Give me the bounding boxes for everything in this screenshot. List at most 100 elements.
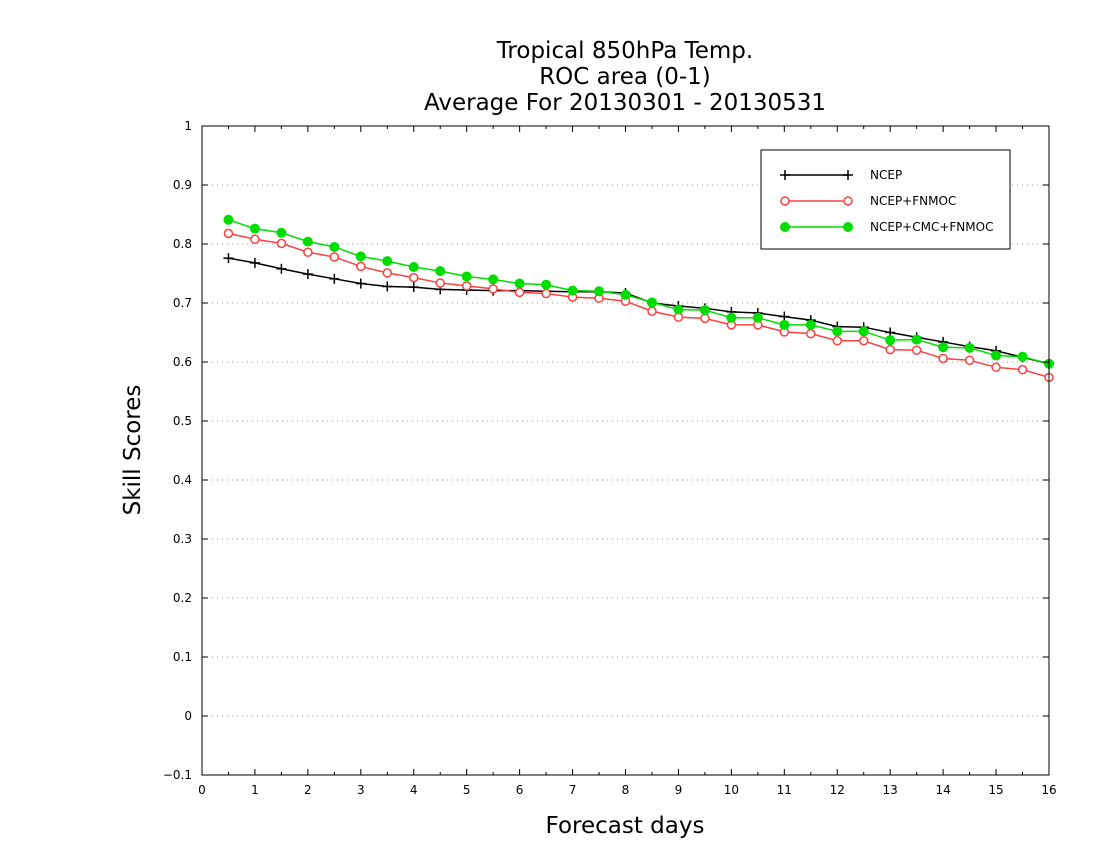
x-tick-label: 11 (777, 783, 792, 797)
data-point-ncep-fnmoc (806, 328, 816, 339)
data-point-ncep-fnmoc (700, 313, 710, 324)
x-tick-label: 15 (988, 783, 1003, 797)
data-point-ncep-cmc-fnmoc (885, 335, 896, 346)
data-point-ncep-fnmoc (329, 252, 340, 262)
legend-label-ncep-fnmoc: NCEP+FNMOC (870, 194, 956, 208)
y-axis-title: Skill Scores (120, 385, 146, 516)
y-tick-label: 0.9 (173, 178, 192, 192)
data-point-ncep-fnmoc (1017, 364, 1028, 375)
data-point-ncep-fnmoc (461, 281, 472, 291)
legend-label-ncep-cmc-fnmoc: NCEP+CMC+FNMOC (870, 220, 993, 234)
data-point-ncep-cmc-fnmoc (991, 350, 1002, 361)
x-tick-label: 7 (569, 783, 577, 797)
legend-marker-ncep (843, 170, 853, 180)
y-tick-label: 0.1 (173, 650, 192, 664)
data-point-ncep-cmc-fnmoc (779, 319, 790, 330)
x-axis-ticks: 0 1 2 3 4 5 6 7 8 9 10 11 12 13 14 15 16 (198, 126, 1057, 797)
y-tick-label: −0.1 (163, 768, 192, 782)
data-point-ncep-cmc-fnmoc (964, 342, 975, 353)
data-point-ncep-fnmoc (991, 362, 1001, 373)
x-tick-label: 1 (251, 783, 259, 797)
series-line-ncep (228, 257, 1050, 365)
x-tick-label: 9 (675, 783, 683, 797)
grid-lines (202, 184, 1049, 717)
data-point-ncep-fnmoc (250, 234, 260, 245)
y-tick-label: 1 (184, 119, 192, 133)
data-point-ncep-fnmoc (541, 288, 551, 299)
data-point-ncep-cmc-fnmoc (858, 326, 869, 337)
x-tick-label: 4 (410, 783, 418, 797)
data-point-ncep-fnmoc (435, 278, 445, 288)
legend-item-ncep: NCEP (780, 168, 902, 182)
data-point-ncep-fnmoc (514, 287, 525, 298)
data-point-ncep-cmc-fnmoc (382, 256, 393, 267)
x-tick-label: 5 (463, 783, 471, 797)
x-tick-label: 12 (830, 783, 845, 797)
legend: NCEP NCEP+FNMOC NCEP+CMC+FNMOC (760, 149, 1011, 250)
title-line-2: ROC area (0-1) (539, 64, 711, 90)
y-tick-label: 0.4 (173, 473, 192, 487)
legend-box (760, 149, 1011, 250)
data-point-ncep (408, 282, 419, 293)
data-point-ncep-cmc-fnmoc (435, 266, 446, 277)
data-point-ncep-fnmoc (356, 261, 366, 272)
title-line-1: Tropical 850hPa Temp. (496, 38, 753, 64)
data-point-ncep-cmc-fnmoc (276, 227, 287, 238)
series-ncep-cmc-fnmoc (223, 214, 1054, 369)
data-point-ncep-cmc-fnmoc (223, 214, 234, 225)
legend-item-ncep-fnmoc: NCEP+FNMOC (780, 194, 956, 208)
data-point-ncep-cmc-fnmoc (488, 274, 499, 285)
x-tick-label: 8 (622, 783, 630, 797)
y-tick-label: 0.2 (173, 591, 192, 605)
legend-label-ncep: NCEP (870, 168, 902, 182)
y-tick-label: 0.7 (173, 296, 192, 310)
data-point-ncep-cmc-fnmoc (514, 278, 525, 289)
data-point-ncep-fnmoc (858, 336, 869, 346)
data-point-ncep-cmc-fnmoc (355, 251, 366, 262)
data-point-ncep-cmc-fnmoc (1017, 351, 1028, 362)
legend-marker-ncep (780, 170, 790, 180)
legend-item-ncep-cmc-fnmoc: NCEP+CMC+FNMOC (780, 220, 993, 234)
data-point-ncep-fnmoc (964, 355, 975, 365)
data-point-ncep-cmc-fnmoc (673, 304, 684, 315)
series-layer (223, 214, 1054, 383)
data-point-ncep (249, 257, 260, 268)
x-tick-label: 3 (357, 783, 365, 797)
data-point-ncep-fnmoc (303, 247, 313, 258)
data-point-ncep (382, 281, 393, 292)
data-point-ncep-cmc-fnmoc (938, 342, 949, 353)
data-point-ncep-cmc-fnmoc (329, 241, 340, 252)
data-point-ncep-fnmoc (647, 306, 657, 317)
data-point-ncep-fnmoc (885, 344, 895, 355)
data-point-ncep-fnmoc (938, 353, 948, 364)
title-line-3: Average For 20130301 - 20130531 (424, 90, 826, 116)
data-point-ncep-cmc-fnmoc (620, 289, 631, 300)
y-tick-label: 0.8 (173, 237, 192, 251)
data-point-ncep-fnmoc (223, 228, 234, 239)
data-point-ncep-fnmoc (911, 345, 922, 355)
data-point-ncep-cmc-fnmoc (805, 319, 816, 330)
data-point-ncep (223, 253, 234, 264)
data-point-ncep-cmc-fnmoc (646, 297, 657, 308)
legend-marker-ncep-fnmoc (843, 196, 853, 206)
y-tick-label: 0.5 (173, 414, 192, 428)
data-point-ncep-cmc-fnmoc (461, 271, 472, 282)
data-point-ncep-cmc-fnmoc (594, 286, 605, 297)
data-point-ncep-fnmoc (382, 268, 393, 278)
x-tick-label: 2 (304, 783, 312, 797)
x-tick-label: 13 (883, 783, 898, 797)
x-tick-label: 16 (1041, 783, 1056, 797)
data-point-ncep (276, 263, 287, 274)
data-point-ncep (355, 278, 366, 289)
data-point-ncep-cmc-fnmoc (752, 312, 763, 323)
data-point-ncep (329, 273, 340, 284)
legend-marker-ncep-cmc-fnmoc (780, 222, 790, 232)
data-point-ncep (302, 269, 313, 280)
data-point-ncep-fnmoc (409, 272, 419, 283)
series-ncep (223, 253, 1054, 369)
data-point-ncep-cmc-fnmoc (541, 279, 552, 290)
legend-marker-ncep-fnmoc (780, 196, 790, 206)
x-tick-label: 14 (935, 783, 950, 797)
y-axis-ticks: −0.1 0 0.1 0.2 0.3 0.4 0.5 0.6 0.7 0.8 0.9 1 (163, 119, 1049, 782)
